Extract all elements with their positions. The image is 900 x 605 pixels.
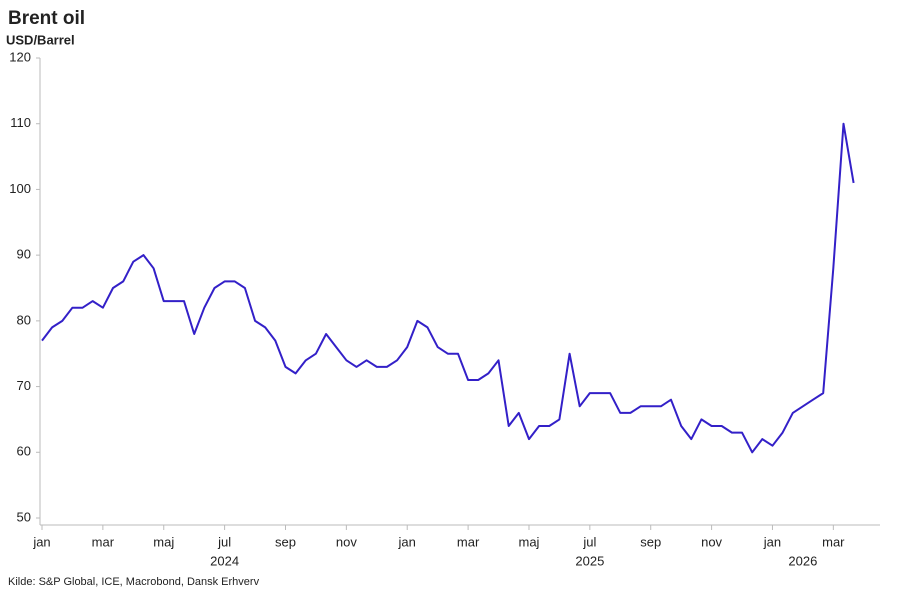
x-tick-label: sep	[640, 534, 661, 549]
x-tick-label: mar	[92, 534, 115, 549]
x-tick-label: jan	[398, 534, 416, 549]
year-label: 2025	[575, 553, 604, 568]
y-tick-label: 100	[9, 181, 31, 196]
x-tick-label: jul	[217, 534, 231, 549]
x-tick-label: maj	[518, 534, 539, 549]
year-label: 2026	[788, 553, 817, 568]
x-tick-label: jan	[32, 534, 50, 549]
x-tick-label: mar	[457, 534, 480, 549]
x-tick-label: nov	[701, 534, 722, 549]
source-note: Kilde: S&P Global, ICE, Macrobond, Dansk…	[8, 576, 260, 588]
price-line	[41, 122, 855, 454]
y-tick-label: 60	[17, 444, 31, 459]
y-tick-label: 50	[17, 509, 31, 524]
y-tick-label: 90	[17, 247, 31, 262]
chart-subtitle: USD/Barrel	[6, 32, 75, 47]
year-label: 2024	[210, 553, 239, 568]
y-tick-label: 80	[17, 312, 31, 327]
x-tick-label: mar	[822, 534, 845, 549]
y-tick-label: 120	[9, 49, 31, 64]
chart-title: Brent oil	[8, 8, 85, 29]
x-tick-label: sep	[275, 534, 296, 549]
x-tick-label: jan	[763, 534, 781, 549]
x-tick-label: nov	[336, 534, 357, 549]
y-tick-label: 110	[10, 115, 31, 130]
y-tick-label: 70	[17, 378, 31, 393]
x-tick-label: jul	[582, 534, 596, 549]
x-tick-label: maj	[153, 534, 174, 549]
